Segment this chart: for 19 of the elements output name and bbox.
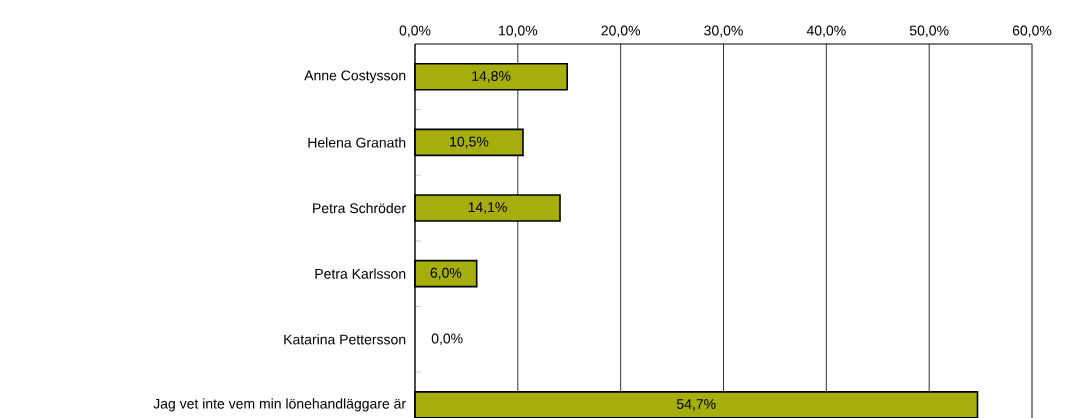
data-label: 10,5%	[450, 136, 489, 149]
x-tick-label: 50,0%	[909, 25, 949, 38]
data-label: 54,7%	[676, 399, 716, 411]
y-tick-label: Jag vet inte vem min lönehandläggare är	[153, 398, 406, 412]
x-tick-label: 60,0%	[1012, 25, 1052, 38]
y-tick-label: Petra Schröder	[313, 202, 406, 214]
data-label: 14,8%	[472, 71, 511, 83]
y-tick-label: Katarina Pettersson	[284, 334, 406, 345]
data-label: 14,1%	[468, 202, 507, 214]
y-tick-label: Anne Costysson	[304, 70, 406, 84]
data-label: 0,0%	[431, 333, 463, 346]
x-tick-label: 30,0%	[704, 25, 743, 38]
x-tick-label: 0,0%	[399, 25, 431, 38]
x-tick-label: 40,0%	[806, 25, 846, 38]
data-label: 6,0%	[430, 267, 462, 280]
y-tick-label: Petra Karlsson	[315, 268, 406, 279]
y-tick-label: Helena Granath	[308, 137, 406, 148]
x-tick-label: 20,0%	[601, 25, 641, 38]
x-tick-label: 10,0%	[499, 25, 538, 38]
